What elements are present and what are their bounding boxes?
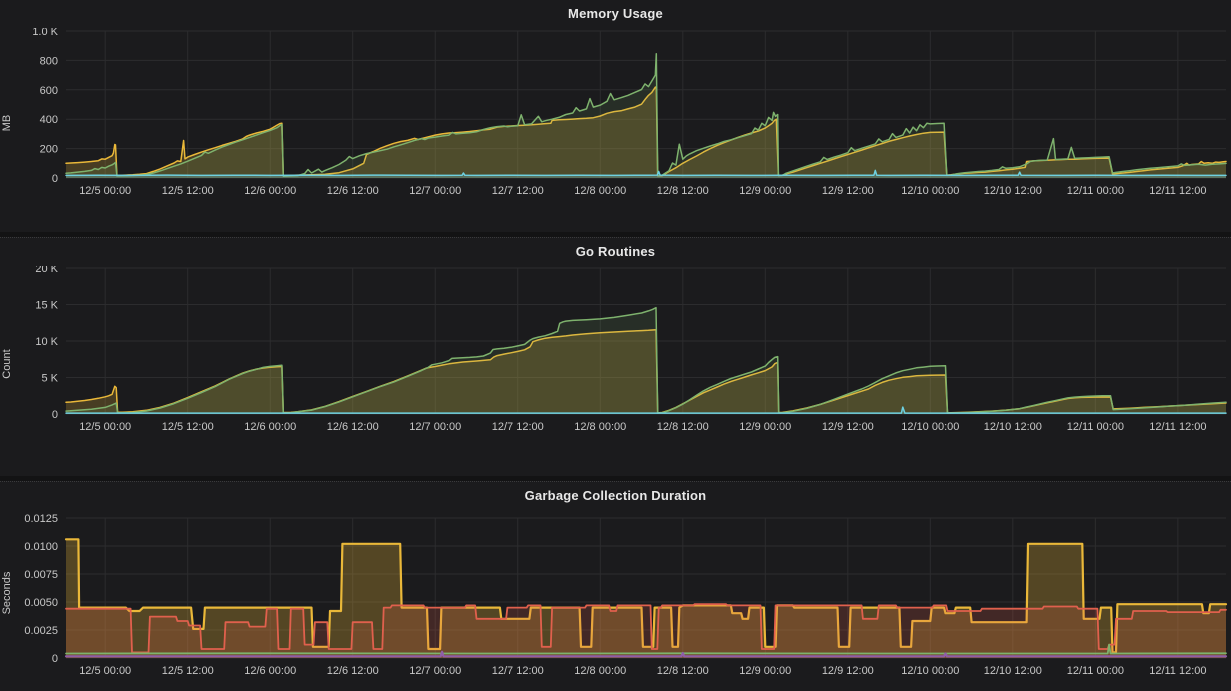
svg-text:12/11 00:00: 12/11 00:00 — [1067, 665, 1124, 677]
svg-text:15 K: 15 K — [35, 300, 58, 312]
svg-text:12/11 00:00: 12/11 00:00 — [1067, 185, 1124, 197]
svg-text:12/6 00:00: 12/6 00:00 — [244, 421, 296, 433]
svg-text:12/10 12:00: 12/10 12:00 — [984, 185, 1042, 197]
svg-text:20 K: 20 K — [35, 266, 58, 275]
svg-text:0: 0 — [52, 173, 58, 185]
svg-text:12/10 12:00: 12/10 12:00 — [984, 665, 1042, 677]
svg-text:12/6 12:00: 12/6 12:00 — [327, 665, 379, 677]
gc-duration-panel: Garbage Collection Duration Seconds 0 0.0… — [0, 481, 1231, 691]
svg-text:0.0100: 0.0100 — [24, 541, 58, 553]
svg-text:12/11 12:00: 12/11 12:00 — [1149, 421, 1206, 433]
svg-text:12/8 12:00: 12/8 12:00 — [657, 421, 709, 433]
memory-usage-chart[interactable]: 0 200 400 600 800 1.0 K 12/5 00:00 12/5 12:00 12… — [0, 26, 1231, 232]
svg-text:12/9 12:00: 12/9 12:00 — [822, 185, 874, 197]
panel-title-go-routines[interactable]: Go Routines — [575, 244, 656, 259]
svg-text:12/5 12:00: 12/5 12:00 — [162, 185, 214, 197]
svg-text:12/7 12:00: 12/7 12:00 — [492, 421, 544, 433]
svg-text:12/6 00:00: 12/6 00:00 — [244, 665, 296, 677]
gc-duration-chart[interactable]: 0 0.0025 0.0050 0.0075 0.0100 0.0125 12/5 00:0… — [0, 510, 1231, 690]
svg-text:12/5 12:00: 12/5 12:00 — [162, 421, 214, 433]
svg-text:0.0075: 0.0075 — [24, 569, 58, 581]
svg-text:600: 600 — [40, 85, 58, 97]
svg-text:12/7 00:00: 12/7 00:00 — [409, 665, 461, 677]
svg-text:12/11 12:00: 12/11 12:00 — [1149, 185, 1206, 197]
panel-header: Garbage Collection Duration — [0, 482, 1231, 510]
gc-duration-chart-area: Seconds 0 0.0025 0.0050 0.0075 0.0100 0.0125 1… — [0, 510, 1231, 690]
svg-text:5 K: 5 K — [41, 373, 58, 385]
svg-text:0.0050: 0.0050 — [24, 597, 58, 609]
svg-text:12/7 00:00: 12/7 00:00 — [409, 421, 461, 433]
svg-text:12/10 00:00: 12/10 00:00 — [901, 421, 959, 433]
svg-text:12/11 00:00: 12/11 00:00 — [1067, 421, 1124, 433]
svg-text:12/8 00:00: 12/8 00:00 — [574, 185, 626, 197]
svg-text:12/5 12:00: 12/5 12:00 — [162, 665, 214, 677]
svg-text:0.0025: 0.0025 — [24, 625, 58, 637]
svg-text:12/11 12:00: 12/11 12:00 — [1149, 665, 1206, 677]
panel-title-memory-usage[interactable]: Memory Usage — [568, 6, 663, 21]
svg-text:12/8 00:00: 12/8 00:00 — [574, 665, 626, 677]
svg-text:12/9 12:00: 12/9 12:00 — [822, 421, 874, 433]
svg-text:0: 0 — [52, 409, 58, 421]
svg-text:12/8 12:00: 12/8 12:00 — [657, 665, 709, 677]
svg-text:800: 800 — [40, 55, 58, 67]
svg-text:12/5 00:00: 12/5 00:00 — [79, 421, 131, 433]
svg-text:12/7 00:00: 12/7 00:00 — [409, 185, 461, 197]
svg-text:12/9 00:00: 12/9 00:00 — [739, 185, 791, 197]
svg-text:12/6 12:00: 12/6 12:00 — [327, 185, 379, 197]
svg-text:0: 0 — [52, 653, 58, 665]
svg-text:12/7 12:00: 12/7 12:00 — [492, 185, 544, 197]
svg-text:12/5 00:00: 12/5 00:00 — [79, 665, 131, 677]
svg-text:0.0125: 0.0125 — [24, 513, 58, 525]
svg-text:12/5 00:00: 12/5 00:00 — [79, 185, 131, 197]
svg-text:12/9 12:00: 12/9 12:00 — [822, 665, 874, 677]
svg-text:400: 400 — [40, 114, 58, 126]
go-routines-chart[interactable]: 0 5 K 10 K 15 K 20 K 12/5 00:00 12/5 12:00 12/6… — [0, 263, 1231, 476]
svg-text:12/8 12:00: 12/8 12:00 — [657, 185, 709, 197]
svg-text:10 K: 10 K — [35, 336, 58, 348]
memory-usage-chart-area: MB 0 200 400 600 800 1.0 K 12/5 00:00 12/5 12:0… — [0, 26, 1231, 232]
panel-header: Memory Usage — [0, 0, 1231, 28]
svg-text:12/8 00:00: 12/8 00:00 — [574, 421, 626, 433]
svg-text:12/7 12:00: 12/7 12:00 — [492, 665, 544, 677]
svg-text:12/6 12:00: 12/6 12:00 — [327, 421, 379, 433]
svg-text:12/6 00:00: 12/6 00:00 — [244, 185, 296, 197]
svg-text:1.0 K: 1.0 K — [32, 28, 58, 38]
svg-text:12/9 00:00: 12/9 00:00 — [739, 421, 791, 433]
svg-text:12/10 00:00: 12/10 00:00 — [901, 185, 959, 197]
svg-text:12/9 00:00: 12/9 00:00 — [739, 665, 791, 677]
svg-text:12/10 12:00: 12/10 12:00 — [984, 421, 1042, 433]
svg-text:200: 200 — [40, 144, 58, 156]
svg-text:12/10 00:00: 12/10 00:00 — [901, 665, 959, 677]
panel-title-gc-duration[interactable]: Garbage Collection Duration — [524, 488, 707, 503]
panel-header: Go Routines — [0, 238, 1231, 266]
memory-usage-panel: Memory Usage MB 0 200 400 600 800 1.0 K 12/5 0… — [0, 0, 1231, 232]
